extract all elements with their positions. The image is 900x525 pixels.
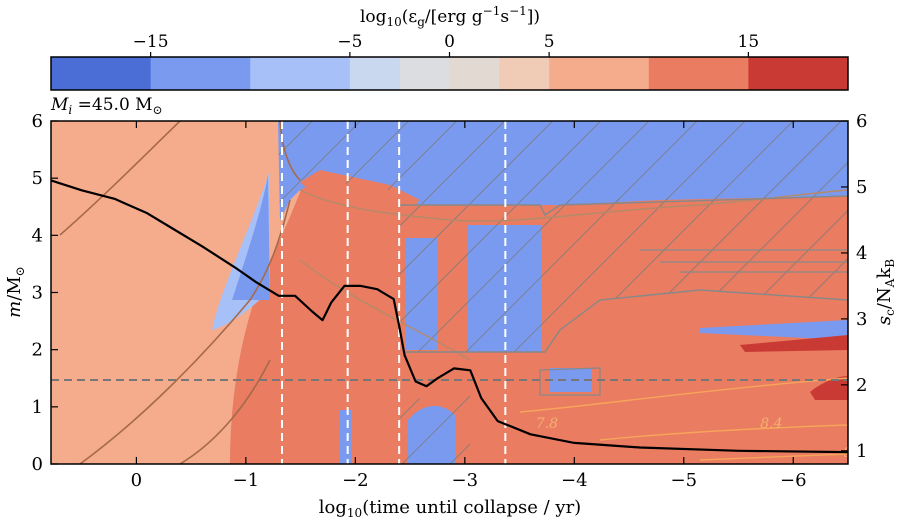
y-tick-label: 6 <box>32 111 43 132</box>
x-tick-label: −6 <box>780 470 807 491</box>
colorbar-tick-label: −5 <box>337 32 362 52</box>
contour-84 <box>599 424 848 441</box>
colorbar-tick-label: 5 <box>544 32 555 52</box>
hatched-region-middle <box>400 205 545 352</box>
colorbar-tick-label: 15 <box>738 32 760 52</box>
y2-tick-label: 1 <box>856 441 867 462</box>
x-tick-label: −4 <box>561 470 588 491</box>
colorbar-bin-6 <box>499 57 550 90</box>
series-line-central-entropy <box>50 179 849 454</box>
x-tick-label: −5 <box>671 470 698 491</box>
y-ticks-right: 1 2 3 4 5 6 <box>841 111 867 462</box>
region-red-bottom-right <box>810 376 848 400</box>
hatched-region-right <box>545 196 848 352</box>
mass-annotation: Mi =45.0 M⊙ <box>50 95 163 117</box>
colorbar-bin-1 <box>150 57 251 90</box>
grey-boundary-3 <box>640 249 848 273</box>
x-ticks: 0 −1 −2 −3 −4 −5 −6 <box>131 121 807 491</box>
colorbar-bin-3 <box>349 57 401 90</box>
y2-tick-label: 6 <box>856 111 867 132</box>
boundary-curve-2 <box>79 199 291 464</box>
region-red-strip <box>740 335 848 352</box>
region-blue-lower-1 <box>340 410 352 464</box>
y2-tick-label: 2 <box>856 375 867 396</box>
y-tick-label: 1 <box>32 397 43 418</box>
grey-boundary-2 <box>405 289 848 353</box>
x-tick-label: −2 <box>342 470 369 491</box>
y-tick-label: 4 <box>32 225 43 246</box>
contour-label: 7.8 <box>536 416 558 432</box>
colorbar-bin-7 <box>549 57 650 90</box>
contour-78 <box>519 377 848 413</box>
boundary-curve-6 <box>299 259 471 361</box>
y-tick-label: 2 <box>32 340 43 361</box>
y-axis-label-right: sc/NAkB <box>874 259 897 325</box>
y-tick-label: 0 <box>32 454 43 475</box>
kippenhahn-regions <box>51 121 848 464</box>
region-blue-upper-left <box>232 175 270 300</box>
boundary-curve-3 <box>179 359 271 464</box>
colorbar-bin-9 <box>748 57 849 90</box>
x-tick-label: 0 <box>131 470 142 491</box>
boundary-curve-4 <box>279 121 301 181</box>
colorbar-tick-label: −15 <box>133 32 169 52</box>
colorbar-ticks <box>150 52 749 57</box>
y-tick-label: 3 <box>32 283 43 304</box>
hatched-region-top <box>278 121 848 220</box>
colorbar-label: log10(εg/[erg g−1s−1]) <box>360 4 540 29</box>
y-axis-label-left: m/M⊙ <box>4 266 27 318</box>
grey-boundary-4 <box>539 367 601 396</box>
y2-tick-label: 5 <box>856 177 867 198</box>
colorbar-bin-2 <box>250 57 351 90</box>
x-tick-label: −3 <box>452 470 479 491</box>
y2-tick-label: 4 <box>856 243 867 264</box>
y-tick-label: 5 <box>32 168 43 189</box>
vertical-dashed-lines <box>280 121 507 464</box>
region-orange-intrusion <box>300 170 420 220</box>
boundary-curve-5 <box>299 189 848 222</box>
boundary-curve-1 <box>59 121 181 236</box>
colorbar-bin-0 <box>51 57 152 90</box>
contour-9 <box>699 453 848 461</box>
y2-tick-label: 3 <box>856 309 867 330</box>
hatched-region-lower <box>400 395 470 464</box>
x-tick-label: −1 <box>233 470 260 491</box>
x-axis-label: log10(time until collapse / yr) <box>319 497 581 520</box>
colorbar-bin-5 <box>449 57 500 90</box>
contour-label: 8.4 <box>760 416 782 432</box>
series-layer <box>50 179 849 454</box>
y-ticks-left: 0 1 2 3 4 5 6 <box>32 111 58 475</box>
region-blue-right-2 <box>700 320 848 340</box>
colorbar-bin-4 <box>399 57 450 90</box>
colorbar-tick-labels: −15 −5 0 5 15 <box>133 32 760 52</box>
colorbar-bin-8 <box>648 57 749 90</box>
grey-boundary-1 <box>400 195 848 217</box>
colorbar-bins <box>51 57 849 90</box>
colorbar-tick-label: 0 <box>444 32 455 52</box>
